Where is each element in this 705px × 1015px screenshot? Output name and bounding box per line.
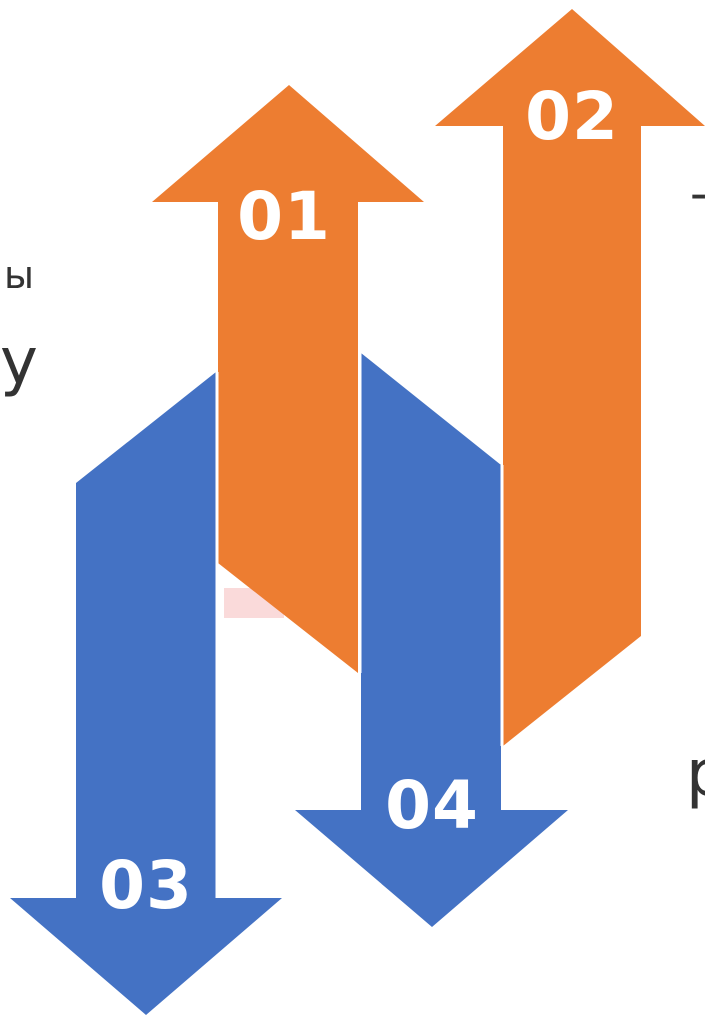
arrow-02-label: 02 xyxy=(525,78,619,155)
edge-text-right-bottom: р xyxy=(686,742,705,806)
edge-text-left-bottom: у xyxy=(0,325,38,399)
arrow-03-shape xyxy=(10,372,282,1015)
arrow-04-label: 04 xyxy=(385,767,479,844)
edge-text-left-top: ы xyxy=(4,253,35,297)
arrow-04-shape xyxy=(295,353,568,927)
arrow-02-shape xyxy=(435,9,705,746)
arrow-01-shape xyxy=(152,85,424,673)
arrow-01-label: 01 xyxy=(237,178,331,255)
edge-text-right-top: - xyxy=(690,170,705,218)
arrow-03-label: 03 xyxy=(99,847,193,924)
